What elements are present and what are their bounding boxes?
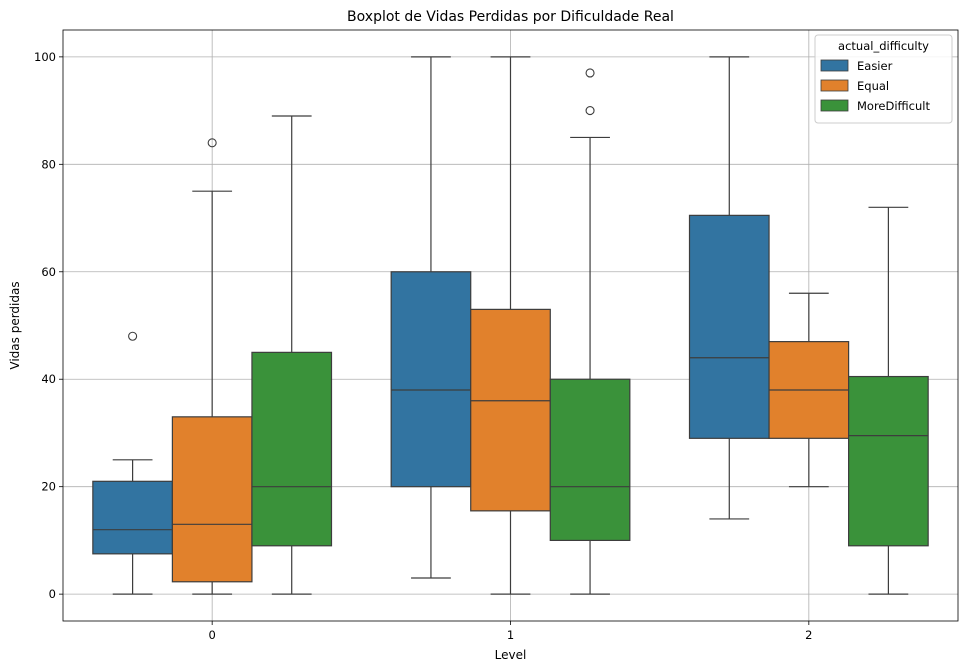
legend: actual_difficulty Easier Equal MoreDifficu… <box>814 34 953 124</box>
outlier-point <box>128 331 138 341</box>
iqr-box <box>251 351 333 547</box>
iqr-box <box>470 308 551 512</box>
y-tick-label: 60 <box>41 265 56 279</box>
box-moredifficult-level-1 <box>549 68 631 595</box>
iqr-box <box>92 480 173 555</box>
box-equal-level-0 <box>171 138 253 595</box>
box-equal-level-2 <box>768 292 850 488</box>
y-tick-label: 40 <box>41 372 56 386</box>
iqr-box <box>390 271 472 488</box>
legend-label-moredifficult: MoreDifficult <box>857 99 930 113</box>
y-tick-label: 100 <box>34 50 56 64</box>
box-moredifficult-level-0 <box>251 115 333 595</box>
iqr-box <box>848 375 929 547</box>
box-equal-level-1 <box>470 56 551 595</box>
chart-title: Boxplot de Vidas Perdidas por Dificuldad… <box>347 9 674 25</box>
y-tick-label: 0 <box>49 587 56 601</box>
outlier-point <box>585 106 595 116</box>
legend-items: Easier Equal MoreDifficult <box>820 59 930 113</box>
iqr-box <box>171 416 253 583</box>
box-easier-level-2 <box>688 56 770 520</box>
box-easier-level-1 <box>390 56 472 579</box>
box-moredifficult-level-2 <box>848 206 929 595</box>
y-axis-label: Vidas perdidas <box>8 281 22 369</box>
legend-swatch-easier <box>820 59 849 72</box>
box-layer <box>92 56 929 595</box>
y-tick-label: 80 <box>41 157 56 171</box>
iqr-box <box>549 378 631 542</box>
legend-label-easier: Easier <box>857 59 893 73</box>
legend-swatch-equal <box>820 79 849 92</box>
x-tick-label: 0 <box>209 628 216 642</box>
x-tick-label: 1 <box>507 628 514 642</box>
legend-title: actual_difficulty <box>838 39 929 53</box>
y-tick-label: 20 <box>41 480 56 494</box>
box-easier-level-0 <box>92 331 173 595</box>
legend-frame <box>814 34 953 124</box>
legend-swatch-moredifficult <box>820 99 849 112</box>
outlier-point <box>207 138 217 148</box>
outlier-point <box>585 68 595 78</box>
iqr-box <box>688 214 770 439</box>
x-tick-label: 2 <box>805 628 812 642</box>
legend-label-equal: Equal <box>857 79 889 93</box>
x-axis-label: Level <box>495 648 527 662</box>
tick-layer: 0 20 40 60 80 100 0 1 2 <box>34 50 812 642</box>
